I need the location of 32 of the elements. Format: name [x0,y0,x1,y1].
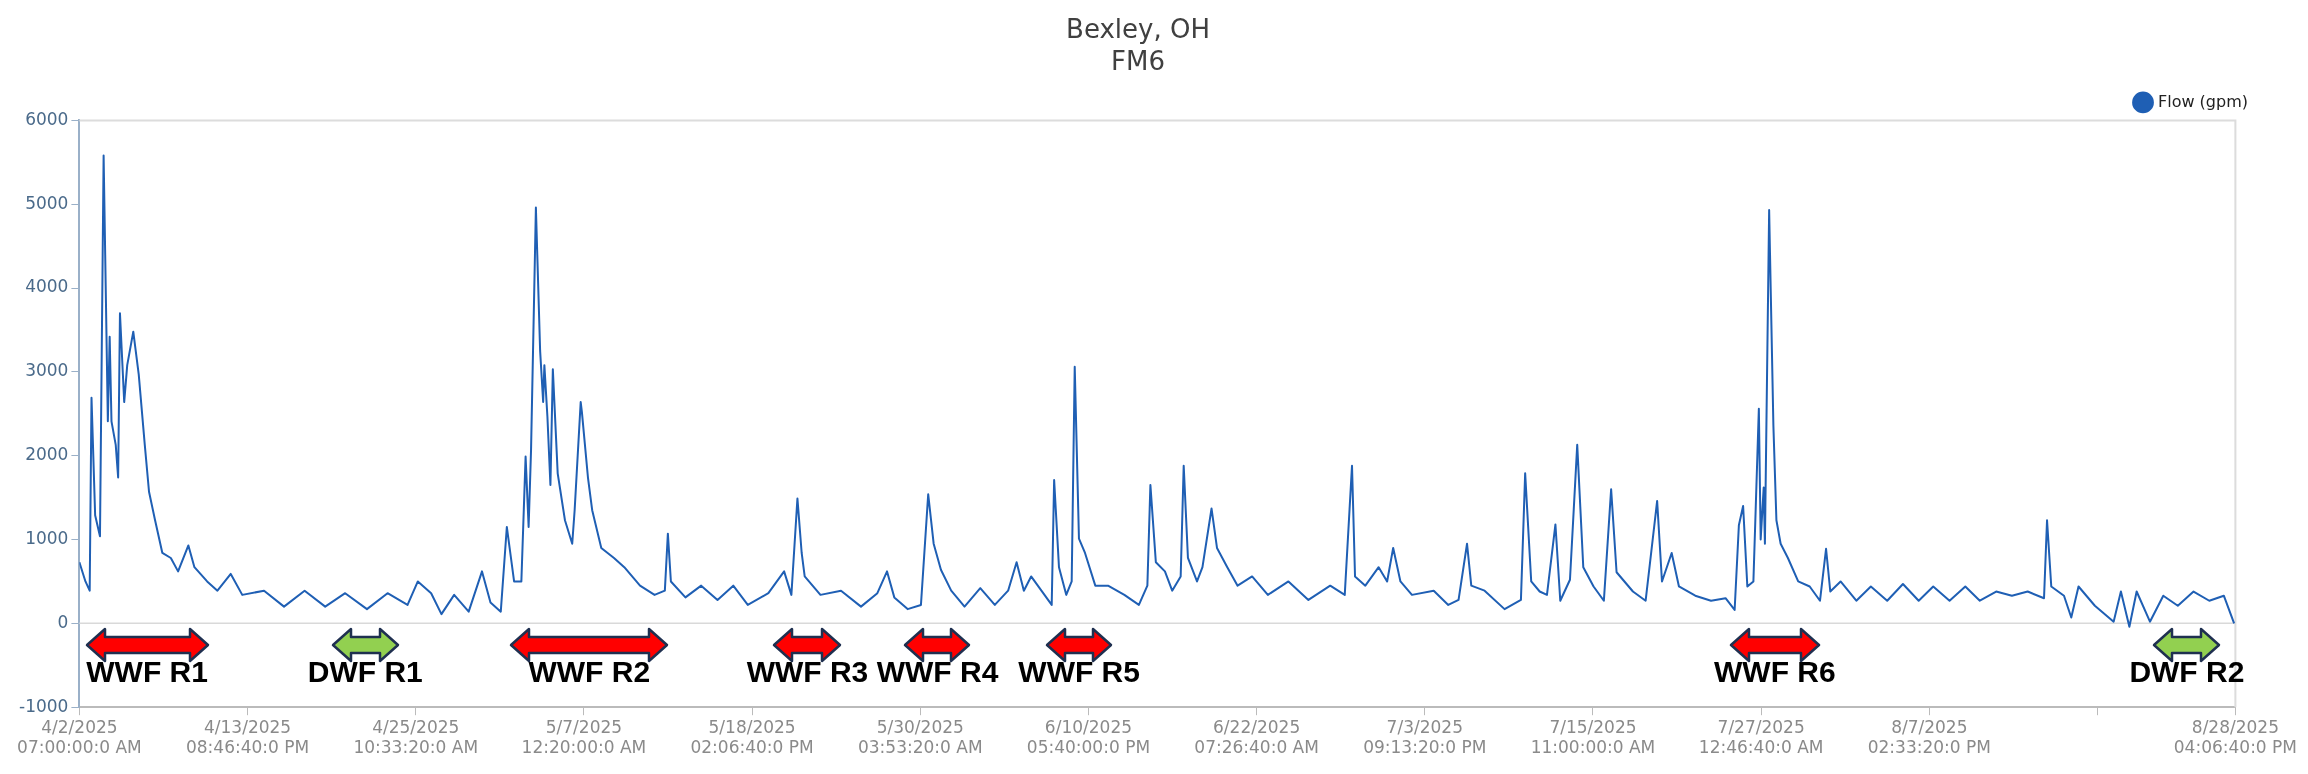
annotation: WWF R4 [876,654,999,688]
y-tick-label: 3000 [25,360,69,381]
chart-title: Bexley, OH [1066,14,1210,45]
annotation: WWF R1 [86,654,208,688]
y-tick-label: -1000 [18,695,69,716]
chart-subtitle: FM6 [1111,45,1165,76]
y-tick-label: 1000 [25,527,69,548]
y-tick-label: 2000 [25,444,69,465]
y-tick-label: 5000 [25,192,69,213]
annotation: WWF R2 [528,654,651,688]
x-tick-label: 7/15/2025 11:00:00:0 AM [1530,716,1656,758]
legend-label: Flow (gpm) [2158,91,2249,111]
y-tick-label: 0 [57,611,69,632]
x-tick-label: 6/10/2025 05:40:00:0 PM [1026,716,1151,758]
annotation: WWF R6 [1714,654,1836,688]
x-tick-label: 5/7/2025 12:20:00:0 AM [521,716,647,758]
x-tick-label: 5/18/2025 02:06:40:0 PM [690,716,814,758]
x-tick-label: 4/2/2025 07:00:00:0 AM [17,716,142,758]
x-tick-label: 8/7/2025 02:33:20:0 PM [1867,716,1991,758]
x-tick-label: 4/13/2025 08:46:40:0 PM [185,716,310,758]
x-tick-label: 8/28/2025 04:06:40:0 PM [2173,716,2297,758]
y-tick-label: 4000 [25,276,69,297]
annotation: DWF R2 [2129,654,2245,688]
x-tick-label: 6/22/2025 07:26:40:0 AM [1194,716,1319,758]
x-tick-label: 7/3/2025 09:13:20:0 PM [1363,716,1487,758]
x-tick-label: 4/25/2025 10:33:20:0 AM [353,716,479,758]
annotation: WWF R3 [746,654,869,688]
y-tick-label: 6000 [25,108,69,129]
x-tick-label: 5/30/2025 03:53:20:0 AM [857,716,983,758]
annotation: WWF R5 [1018,654,1140,688]
annotation: DWF R1 [307,654,423,688]
x-tick-label: 7/27/2025 12:46:40:0 AM [1698,716,1824,758]
